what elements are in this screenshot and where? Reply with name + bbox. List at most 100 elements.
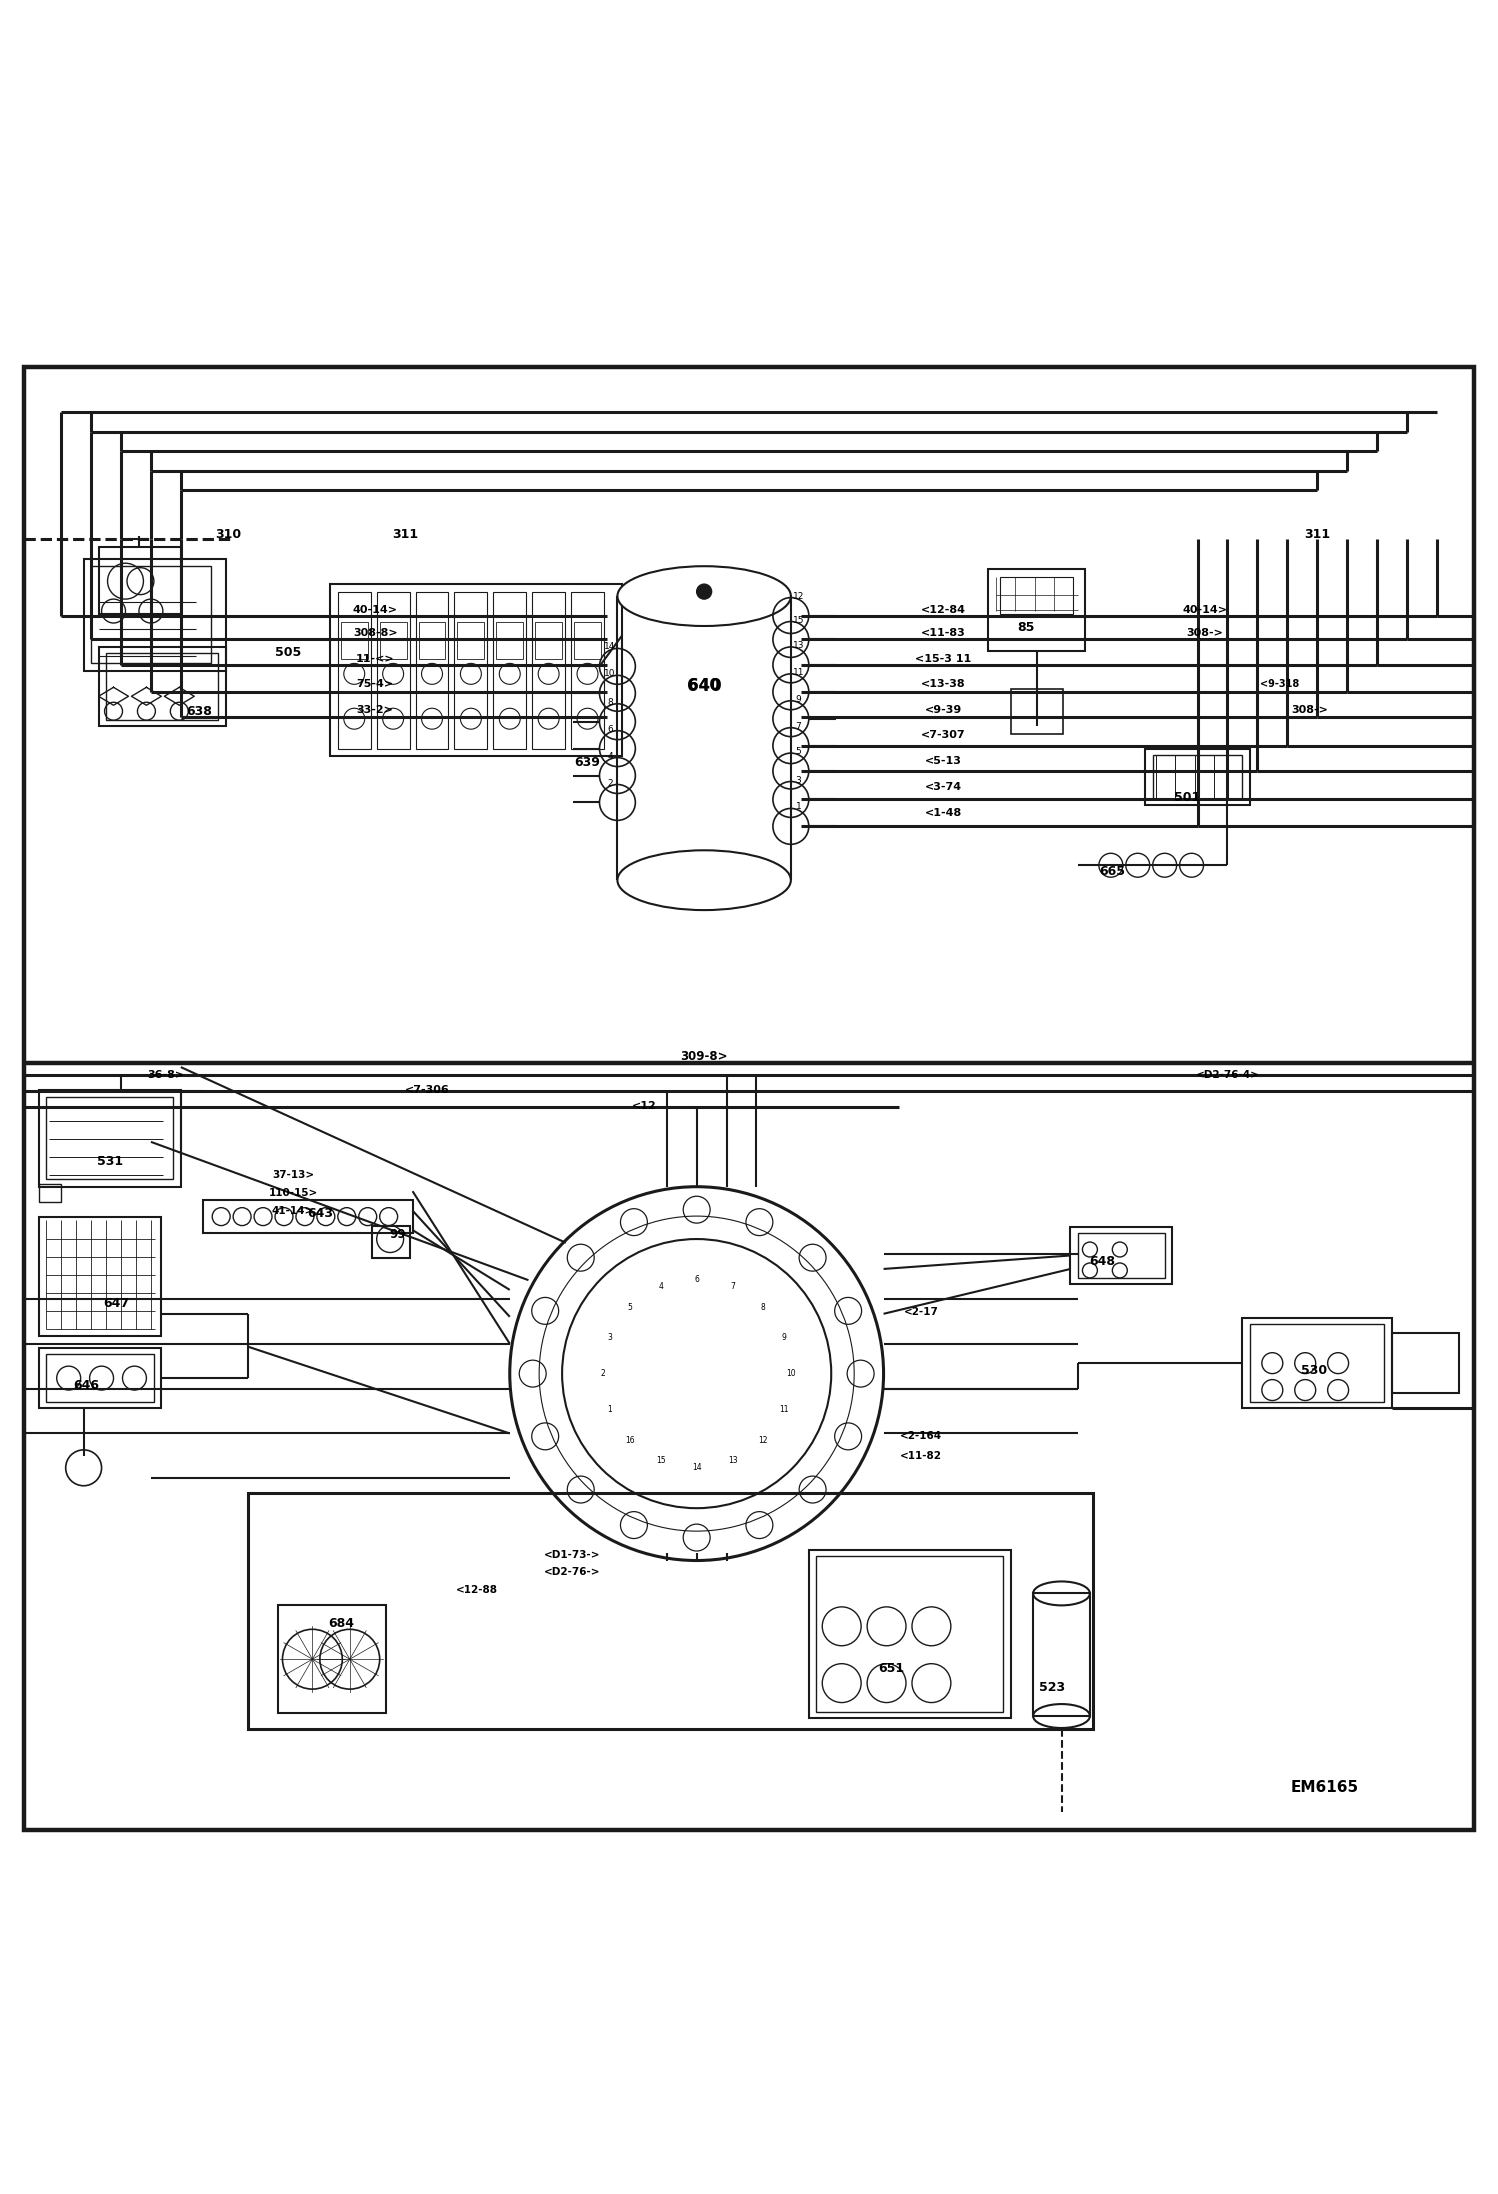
Text: <5-13: <5-13 bbox=[924, 755, 962, 766]
Text: 16: 16 bbox=[625, 1435, 635, 1444]
Bar bbox=[279, 1606, 385, 1714]
Text: 2: 2 bbox=[607, 779, 613, 788]
Text: 10: 10 bbox=[604, 669, 616, 678]
Text: <2-17: <2-17 bbox=[903, 1308, 938, 1316]
Text: <7-306: <7-306 bbox=[404, 1084, 449, 1095]
Text: 308->: 308-> bbox=[1186, 627, 1224, 638]
Text: 665: 665 bbox=[1100, 864, 1125, 878]
Text: 1: 1 bbox=[607, 1404, 613, 1415]
Text: 85: 85 bbox=[1017, 621, 1034, 634]
Text: 110-15>: 110-15> bbox=[268, 1187, 318, 1198]
Bar bbox=[339, 592, 370, 748]
Bar bbox=[204, 1200, 412, 1233]
Bar bbox=[493, 592, 526, 748]
Text: 5: 5 bbox=[795, 748, 801, 757]
Text: <3-74: <3-74 bbox=[924, 783, 962, 792]
Bar bbox=[457, 621, 484, 658]
Text: 684: 684 bbox=[328, 1617, 354, 1630]
Bar bbox=[39, 1218, 162, 1336]
Bar bbox=[342, 621, 367, 658]
Text: 11: 11 bbox=[779, 1404, 788, 1415]
Bar bbox=[1392, 1334, 1459, 1393]
Text: 14: 14 bbox=[692, 1463, 701, 1472]
Text: 309-8>: 309-8> bbox=[680, 1051, 728, 1064]
Text: 640: 640 bbox=[688, 678, 721, 693]
Text: 647: 647 bbox=[103, 1297, 130, 1310]
Text: <2-164: <2-164 bbox=[900, 1430, 942, 1441]
Text: 308->: 308-> bbox=[1291, 704, 1329, 715]
Text: 14: 14 bbox=[604, 643, 616, 652]
Text: 9: 9 bbox=[782, 1334, 786, 1343]
Text: <13-38: <13-38 bbox=[921, 680, 966, 689]
Text: 651: 651 bbox=[878, 1661, 905, 1674]
Text: 75-4>: 75-4> bbox=[357, 680, 394, 689]
Text: 1: 1 bbox=[795, 803, 801, 812]
Text: <D1-73->: <D1-73-> bbox=[544, 1549, 601, 1560]
Bar bbox=[1152, 755, 1242, 799]
Text: <7-307: <7-307 bbox=[921, 731, 966, 739]
Circle shape bbox=[697, 584, 712, 599]
Bar bbox=[379, 621, 406, 658]
Bar bbox=[809, 1549, 1011, 1718]
Bar bbox=[99, 546, 181, 614]
Text: 37-13>: 37-13> bbox=[273, 1169, 315, 1180]
Bar bbox=[46, 1354, 154, 1402]
Text: 501: 501 bbox=[1174, 792, 1200, 805]
Text: 8: 8 bbox=[607, 698, 613, 706]
Text: <12-84: <12-84 bbox=[921, 606, 966, 614]
Bar bbox=[574, 621, 601, 658]
Text: 9: 9 bbox=[795, 695, 801, 704]
Text: 99: 99 bbox=[389, 1229, 406, 1242]
Text: 311: 311 bbox=[392, 529, 418, 542]
Bar bbox=[84, 559, 226, 671]
Text: 3: 3 bbox=[607, 1334, 613, 1343]
Text: <1-48: <1-48 bbox=[924, 807, 962, 818]
Bar bbox=[1249, 1325, 1384, 1402]
Bar bbox=[39, 1090, 181, 1187]
Text: 523: 523 bbox=[1040, 1681, 1065, 1694]
Text: 646: 646 bbox=[73, 1380, 99, 1391]
Text: 3: 3 bbox=[795, 774, 801, 785]
Bar bbox=[331, 584, 622, 757]
Text: 4: 4 bbox=[607, 753, 613, 761]
Bar bbox=[376, 592, 409, 748]
Text: <15-3 11: <15-3 11 bbox=[915, 654, 972, 665]
Bar bbox=[46, 1097, 174, 1178]
Bar bbox=[532, 592, 565, 748]
Text: <D2-76-4>: <D2-76-4> bbox=[1195, 1068, 1260, 1079]
Bar bbox=[99, 647, 226, 726]
Ellipse shape bbox=[617, 851, 791, 911]
Text: 2: 2 bbox=[601, 1369, 605, 1378]
Text: 310: 310 bbox=[216, 529, 241, 542]
Bar bbox=[1079, 1233, 1164, 1277]
Text: 8: 8 bbox=[761, 1303, 765, 1312]
Text: 311: 311 bbox=[1305, 529, 1330, 542]
Text: 505: 505 bbox=[276, 647, 301, 660]
Text: EM6165: EM6165 bbox=[1291, 1779, 1359, 1795]
Text: <12: <12 bbox=[632, 1101, 656, 1110]
Bar bbox=[39, 1185, 61, 1202]
Text: 10: 10 bbox=[786, 1369, 795, 1378]
Text: 6: 6 bbox=[607, 724, 613, 733]
Bar bbox=[454, 592, 487, 748]
Bar bbox=[535, 621, 562, 658]
Text: 648: 648 bbox=[1089, 1255, 1115, 1268]
Bar bbox=[249, 1494, 1094, 1729]
Text: 12: 12 bbox=[758, 1435, 768, 1444]
Bar bbox=[415, 592, 448, 748]
Text: 531: 531 bbox=[97, 1154, 124, 1167]
Text: 6: 6 bbox=[694, 1275, 700, 1283]
Text: <9-39: <9-39 bbox=[924, 704, 962, 715]
Text: <9-318: <9-318 bbox=[1260, 680, 1299, 689]
Text: 12: 12 bbox=[792, 592, 804, 601]
Text: 640: 640 bbox=[686, 676, 722, 695]
Bar bbox=[1071, 1226, 1171, 1283]
Bar bbox=[106, 654, 219, 720]
Bar bbox=[1001, 577, 1074, 614]
Text: 33-2>: 33-2> bbox=[357, 704, 394, 715]
Bar bbox=[1146, 748, 1249, 805]
Bar bbox=[571, 592, 604, 748]
Text: 40-14>: 40-14> bbox=[352, 606, 397, 614]
Text: 7: 7 bbox=[731, 1281, 736, 1290]
Text: 643: 643 bbox=[307, 1207, 333, 1220]
